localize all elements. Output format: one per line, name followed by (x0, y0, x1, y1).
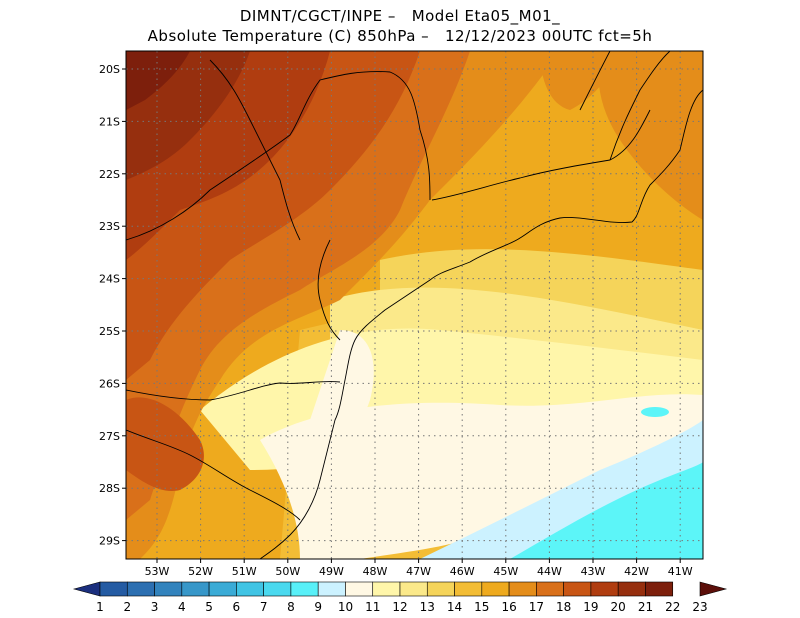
field-coastal-strip (303, 330, 374, 463)
colorbar-segment (290, 581, 319, 597)
colorbar-segment (426, 581, 455, 597)
state-border-5 (126, 429, 301, 521)
lon-label: 48W (363, 565, 388, 578)
colorbar-label: 17 (529, 600, 544, 614)
colorbar-segment (317, 581, 346, 597)
lat-label: 23S (99, 220, 120, 233)
borders-coastline (126, 51, 703, 559)
state-border-4 (126, 381, 341, 401)
lon-label: 42W (624, 565, 649, 578)
lat-label: 20S (99, 63, 120, 76)
lon-label: 41W (668, 565, 693, 578)
colorbar-label: 7 (260, 600, 268, 614)
colorbar-label: 23 (692, 600, 707, 614)
lon-label: 46W (450, 565, 475, 578)
lat-label: 28S (99, 482, 120, 495)
colorbar-label: 13 (420, 600, 435, 614)
chart-title-line1: DIMNT/CGCT/INPE – Model Eta05_M01_ (239, 7, 561, 25)
state-border-6 (431, 109, 651, 201)
state-border-2 (317, 239, 341, 341)
colorbar-segment (617, 581, 646, 597)
field-cyan-patch (510, 462, 703, 559)
colorbar-segment (645, 581, 674, 597)
state-border-3 (209, 59, 301, 241)
colorbar-label: 20 (611, 600, 626, 614)
colorbar-segment (481, 581, 510, 597)
state-border-1 (126, 71, 431, 241)
lat-label: 26S (99, 377, 120, 390)
colorbar-segment (126, 581, 155, 597)
colorbar-high-arrow (699, 581, 728, 597)
lon-label: 53W (145, 565, 170, 578)
colorbar-label: 14 (447, 600, 462, 614)
lon-label: 52W (188, 565, 213, 578)
field-east-warm (598, 51, 703, 220)
colorbar-label: 12 (392, 600, 407, 614)
coastline (259, 89, 703, 559)
lon-label: 49W (319, 565, 344, 578)
colorbar-segment (454, 581, 483, 597)
lon-label: 50W (275, 565, 300, 578)
colorbar-label: 16 (501, 600, 516, 614)
state-border-7 (609, 51, 671, 161)
colorbar-label: 1 (96, 600, 104, 614)
colorbar-label: 11 (365, 600, 380, 614)
lat-label: 27S (99, 430, 120, 443)
colorbar-label: 10 (338, 600, 353, 614)
field-cyan-dot (641, 407, 669, 417)
colorbar-label: 4 (178, 600, 186, 614)
colorbar-segment (208, 581, 237, 597)
lon-label: 45W (493, 565, 518, 578)
lat-label: 24S (99, 273, 120, 286)
lon-label: 44W (537, 565, 562, 578)
field-band-22 (126, 51, 190, 110)
field-band-11 (260, 394, 703, 559)
map-frame (125, 50, 704, 560)
colorbar-label: 22 (665, 600, 680, 614)
latitude-axis: 20S 21S 22S 23S 24S 25S 26S 27S 28S 29S (99, 63, 126, 548)
colorbar-label: 6 (233, 600, 241, 614)
colorbar-label: 18 (556, 600, 571, 614)
colorbar-label: 8 (287, 600, 295, 614)
colorbar-segment (99, 581, 128, 597)
chart-title-line2: Absolute Temperature (C) 850hPa – 12/12/… (147, 27, 653, 45)
colorbar-low-arrow (72, 581, 101, 597)
colorbar-label: 3 (151, 600, 159, 614)
field-ne-17 (540, 51, 620, 110)
colorbar-label: 2 (123, 600, 131, 614)
colorbar: 1 2 3 4 5 6 7 8 9 10 11 12 13 14 15 16 17 18 19 20 21 22 23 (72, 581, 728, 614)
colorbar-label: 9 (314, 600, 322, 614)
colorbar-segment (563, 581, 592, 597)
lat-label: 21S (99, 115, 120, 128)
colorbar-segment (263, 581, 292, 597)
lon-label: 47W (406, 565, 431, 578)
colorbar-segment (536, 581, 564, 597)
colorbar-segment (181, 581, 210, 597)
lat-label: 22S (99, 168, 120, 181)
state-border-8 (579, 51, 611, 111)
colorbar-segment (372, 581, 401, 597)
lon-label: 43W (581, 565, 606, 578)
lat-label: 25S (99, 325, 120, 338)
longitude-axis: 53W 52W 51W 50W 49W 48W 47W 46W 45W 44W 43W 42W 41W (145, 559, 693, 578)
colorbar-segment (236, 581, 264, 597)
lat-label: 29S (99, 535, 120, 548)
colorbar-segment (508, 581, 537, 597)
temperature-field (126, 51, 703, 559)
colorbar-label: 5 (205, 600, 213, 614)
lat-lon-grid (126, 51, 703, 559)
colorbar-segment (345, 581, 374, 597)
colorbar-segment (590, 581, 619, 597)
lon-label: 51W (232, 565, 257, 578)
colorbar-label: 19 (583, 600, 598, 614)
colorbar-label: 15 (474, 600, 489, 614)
colorbar-label: 21 (638, 600, 653, 614)
colorbar-segment (154, 581, 183, 597)
colorbar-segment (399, 581, 428, 597)
